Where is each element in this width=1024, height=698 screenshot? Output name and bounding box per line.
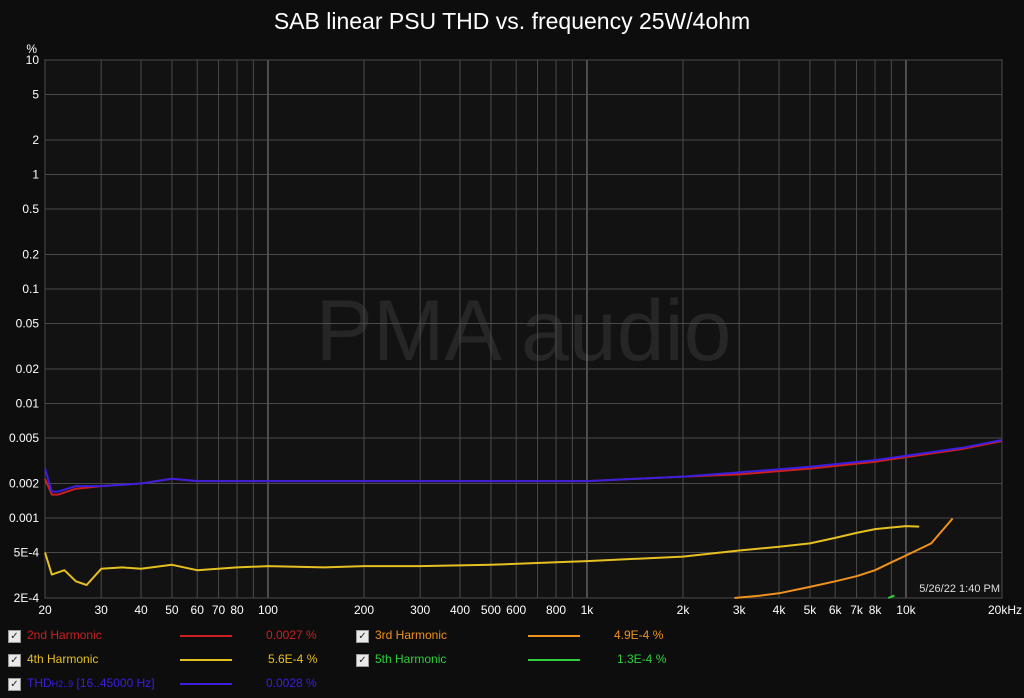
x-tick-label: 6k <box>829 603 843 617</box>
legend-value: 4.9E-4 % <box>614 628 664 642</box>
series-line-3rd-harmonic <box>734 517 954 599</box>
x-tick-label: 500 <box>481 603 501 617</box>
x-tick-label: 3k <box>733 603 747 617</box>
legend-value: 1.3E-4 % <box>617 652 667 666</box>
x-tick-label: 7k <box>850 603 864 617</box>
legend-swatch <box>528 635 580 637</box>
y-tick-label: 1 <box>32 167 39 181</box>
y-tick-label: 0.02 <box>16 362 40 376</box>
series-line-5th-harmonic <box>887 594 895 599</box>
checkbox-icon[interactable]: ✓ <box>356 654 369 667</box>
x-tick-label: 20 <box>38 603 52 617</box>
y-tick-label: 5E-4 <box>14 545 40 559</box>
series-line-4th-harmonic <box>44 525 920 586</box>
y-tick-label: 0.002 <box>9 477 39 491</box>
legend-swatch <box>180 683 232 685</box>
timestamp: 5/26/22 1:40 PM <box>919 583 1000 595</box>
x-tick-label: 2k <box>677 603 691 617</box>
x-tick-label: 5k <box>804 603 818 617</box>
legend-swatch <box>180 635 232 637</box>
x-tick-label: 600 <box>506 603 526 617</box>
y-tick-label: 2 <box>32 133 39 147</box>
series-line-thd <box>44 439 1003 493</box>
x-tick-label: 10k <box>896 603 916 617</box>
thd-plot: PMA audio 10 5 2 1 0.5 0.2 0.1 0.05 0.02 0.01 0.005… <box>9 42 1022 617</box>
legend: ✓ 2nd Harmonic 0.0027 % ✓ 3rd Harmonic 4… <box>0 622 1024 698</box>
x-tick-label: 8k <box>869 603 883 617</box>
thd-label: THD <box>27 676 52 690</box>
thd-subscript: H2..9 <box>51 679 74 689</box>
x-tick-label: 4k <box>773 603 787 617</box>
legend-value: 0.0027 % <box>266 628 317 642</box>
legend-label: 4th Harmonic <box>27 652 99 666</box>
x-tick-label: 60 <box>191 603 205 617</box>
x-tick-label: 70 <box>212 603 226 617</box>
y-tick-label: 0.005 <box>9 431 39 445</box>
y-tick-label: 0.001 <box>9 511 39 525</box>
chart-title: SAB linear PSU THD vs. frequency 25W/4oh… <box>273 8 751 34</box>
checkbox-icon[interactable]: ✓ <box>8 630 21 643</box>
legend-label: THDH2..9 [16..45000 Hz] <box>27 676 155 690</box>
legend-label: 3rd Harmonic <box>375 628 448 642</box>
thd-range: [16..45000 Hz] <box>76 676 155 690</box>
plot-area <box>44 59 1003 599</box>
x-tick-label: 800 <box>546 603 566 617</box>
watermark: PMA audio <box>316 283 732 379</box>
x-tick-label: 200 <box>354 603 374 617</box>
y-axis-label: % <box>26 42 37 56</box>
y-tick-label: 0.5 <box>22 202 39 216</box>
y-tick-label: 2E-4 <box>14 591 40 605</box>
legend-value: 0.0028 % <box>266 676 317 690</box>
x-tick-label: 300 <box>410 603 430 617</box>
legend-label: 5th Harmonic <box>375 652 447 666</box>
legend-swatch <box>180 659 232 661</box>
legend-label: 2nd Harmonic <box>27 628 102 642</box>
x-tick-label: 80 <box>230 603 244 617</box>
x-tick-label: 100 <box>258 603 278 617</box>
checkbox-icon[interactable]: ✓ <box>8 654 21 667</box>
y-tick-label: 0.2 <box>22 248 39 262</box>
x-tick-label: 1k <box>581 603 595 617</box>
y-tick-label: 0.05 <box>16 316 40 330</box>
x-tick-label: 20kHz <box>988 603 1022 617</box>
y-tick-label: 10 <box>26 53 40 67</box>
checkbox-icon[interactable]: ✓ <box>8 678 21 691</box>
y-tick-label: 0.01 <box>16 396 40 410</box>
x-tick-label: 40 <box>134 603 148 617</box>
x-tick-label: 50 <box>165 603 179 617</box>
checkbox-icon[interactable]: ✓ <box>356 630 369 643</box>
x-tick-label: 30 <box>94 603 108 617</box>
legend-value: 5.6E-4 % <box>268 652 318 666</box>
x-tick-label: 400 <box>450 603 470 617</box>
y-tick-label: 0.1 <box>22 282 39 296</box>
y-tick-label: 5 <box>32 87 39 101</box>
legend-swatch <box>528 659 580 661</box>
